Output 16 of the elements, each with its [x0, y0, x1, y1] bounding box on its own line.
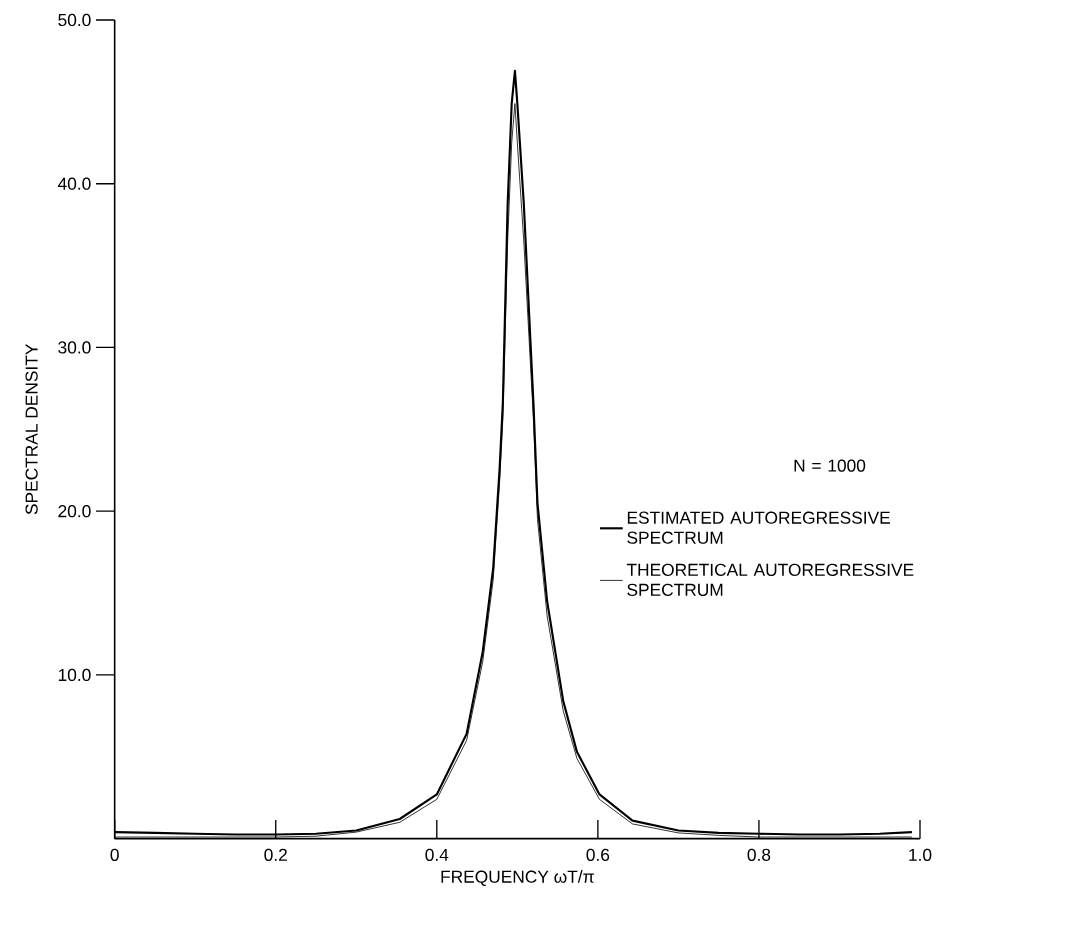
legend-title: N = 1000	[794, 459, 866, 472]
y-axis-title: SPECTRAL DENSITY	[25, 343, 38, 515]
x-tick-label: 0.2	[264, 848, 287, 861]
legend-label: ESTIMATED AUTOREGRESSIVE SPECTRUM	[627, 511, 890, 544]
y-tick-label: 20.0	[58, 505, 91, 518]
y-tick-label: 50.0	[58, 13, 91, 27]
y-tick-label: 10.0	[58, 668, 91, 682]
x-tick-label: 0.8	[747, 848, 771, 861]
legend-label: THEORETICAL AUTOREGRESSIVE SPECTRUM	[626, 563, 914, 596]
x-axis-title: FREQUENCY ωT/π	[441, 870, 594, 886]
x-tick-label: 0	[110, 848, 119, 861]
y-tick-label: 40.0	[57, 177, 91, 190]
x-tick-label: 1.0	[909, 848, 932, 861]
x-tick-label: 0.4	[425, 848, 449, 861]
x-tick-label: 0.6	[586, 848, 610, 861]
y-tick-label: 30.0	[58, 341, 91, 354]
